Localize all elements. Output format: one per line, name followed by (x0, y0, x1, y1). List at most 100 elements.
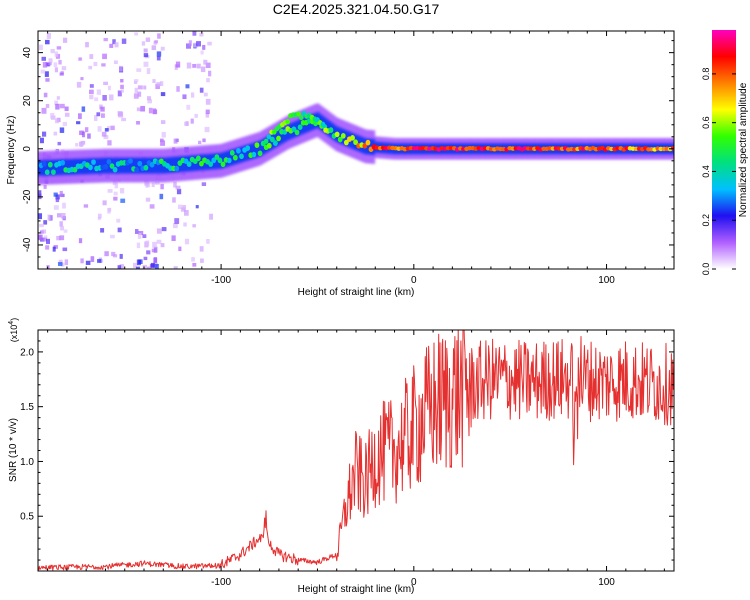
noise-cell (40, 69, 46, 74)
noise-cell (119, 65, 123, 72)
noise-cell (141, 41, 146, 46)
snr-series-line (38, 330, 674, 571)
noise-cell (64, 106, 69, 112)
spectrogram-y-tick-label: 20 (22, 95, 33, 107)
snr-y-tick-label: 2.0 (20, 347, 34, 358)
noise-cell (184, 238, 190, 245)
band-cell (249, 143, 253, 160)
noise-cell (46, 32, 51, 39)
band-cell (41, 159, 45, 177)
band-cell (286, 124, 290, 141)
spectrogram-x-tick-label: 100 (598, 275, 615, 286)
band-cell (156, 157, 161, 175)
noise-cell (113, 196, 118, 201)
band-cell (52, 159, 57, 176)
noise-cell (176, 188, 182, 195)
noise-cell (50, 113, 55, 119)
noise-cell (114, 182, 119, 189)
noise-cell (54, 67, 59, 73)
noise-cell (147, 99, 153, 104)
spectrogram-heatmap (38, 31, 674, 269)
noise-cell (172, 197, 176, 203)
noise-cell (109, 43, 114, 48)
noise-cell (76, 81, 82, 88)
band-cell (251, 142, 255, 160)
noise-cell (53, 62, 58, 67)
noise-cell (117, 90, 122, 97)
spectrogram-panel: -100 0 100 -40 -20 0 20 40 Height of straight l… (6, 30, 675, 298)
ridge-cell (47, 161, 53, 168)
noise-cell (146, 250, 151, 255)
noise-cell (203, 59, 208, 65)
ridge-cell (186, 161, 192, 168)
noise-cell (156, 51, 162, 57)
noise-cell (47, 214, 51, 221)
ridge-cell (254, 142, 260, 148)
band-cell (196, 154, 200, 172)
band-cell (230, 148, 235, 166)
noise-cell (110, 125, 115, 131)
band-cell (253, 141, 258, 159)
noise-cell (156, 82, 162, 87)
ridge-cell (72, 166, 78, 173)
noise-cell (200, 66, 206, 73)
noise-cell (43, 184, 47, 189)
noise-cell (56, 235, 61, 241)
noise-cell (77, 113, 82, 120)
noise-cell (45, 78, 50, 82)
noise-cell (87, 133, 91, 139)
noise-cell (198, 140, 202, 145)
noise-cell (38, 234, 43, 241)
noise-cell (194, 113, 198, 118)
noise-cell (102, 200, 107, 206)
spectrogram-x-tick-label: -100 (211, 275, 231, 286)
band-cell (281, 126, 286, 144)
noise-cell (38, 190, 42, 197)
noise-cell (89, 84, 94, 88)
band-cell (122, 157, 126, 175)
band-cell (172, 156, 177, 174)
noise-cell (103, 37, 108, 42)
noise-cell (78, 141, 84, 147)
noise-cell (110, 234, 115, 239)
band-cell (242, 145, 246, 163)
noise-cell (81, 131, 86, 138)
noise-cell (143, 61, 149, 67)
noise-cell (96, 112, 101, 117)
noise-cell (41, 229, 47, 234)
noise-cell (89, 54, 94, 59)
noise-cell (116, 218, 121, 223)
noise-cell (186, 62, 192, 69)
noise-cell (207, 41, 212, 46)
noise-cell (114, 42, 119, 48)
noise-cell (54, 51, 59, 57)
band-cell (57, 158, 61, 176)
noise-cell (160, 120, 166, 125)
band-cell (295, 120, 299, 137)
noise-cell (85, 41, 89, 48)
noise-cell (42, 131, 47, 137)
ridge-cell (328, 127, 334, 133)
noise-cell (64, 259, 69, 266)
noise-cell (107, 140, 112, 146)
noise-cell (161, 227, 167, 232)
band-cell (256, 140, 260, 158)
noise-cell (205, 98, 211, 105)
ridge-cell (208, 161, 214, 167)
noise-cell (109, 94, 114, 101)
noise-cell (46, 238, 51, 244)
noise-cell (145, 37, 151, 42)
band-cell (182, 155, 186, 173)
noise-cell (107, 208, 111, 214)
noise-cell (174, 218, 180, 224)
ridge-cell (174, 165, 180, 172)
noise-cell (188, 40, 192, 47)
noise-cell (151, 45, 157, 51)
noise-cell (57, 262, 63, 266)
spectrogram-y-tick-label: 40 (22, 47, 33, 59)
ridge-cell (106, 159, 112, 165)
colorbar-gradient (712, 30, 736, 269)
ridge-branch-cell (271, 129, 277, 135)
band-cell (133, 157, 138, 175)
noise-cell (55, 194, 60, 200)
